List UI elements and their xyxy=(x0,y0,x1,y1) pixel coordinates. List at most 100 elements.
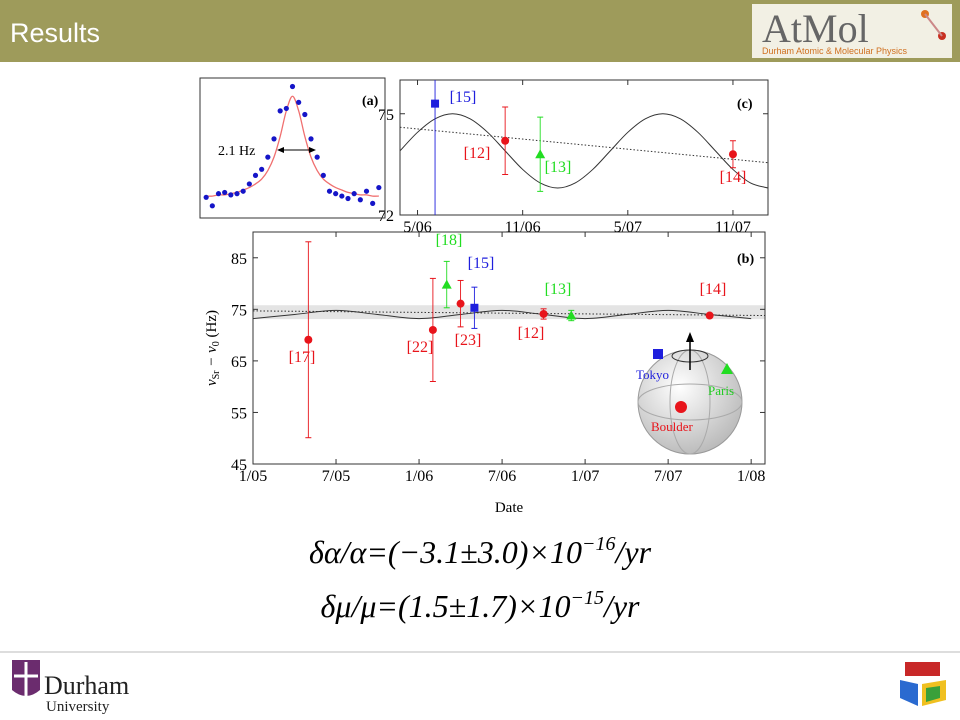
panel-label: (b) xyxy=(737,252,754,267)
data-point xyxy=(441,279,452,289)
data-point xyxy=(304,335,313,344)
data-point xyxy=(252,172,259,178)
equation: δμ/μ=(1.5±1.7)×10−15/yr xyxy=(321,587,641,624)
panel-label: (a) xyxy=(362,94,379,109)
x-tick-label: 7/07 xyxy=(654,468,682,485)
equation-part: /yr xyxy=(613,534,651,570)
y-title-part: − ν xyxy=(204,346,220,371)
sine-fit xyxy=(400,113,768,189)
data-point xyxy=(705,311,714,320)
globe-line xyxy=(637,383,743,421)
trend-line xyxy=(253,310,765,317)
panel-label: (c) xyxy=(737,97,753,112)
point-label: [18] xyxy=(436,232,463,249)
data-point xyxy=(259,166,265,172)
y-tick-label: 75 xyxy=(231,302,247,319)
equation-part: δμ/μ=(1.5±1.7)×10 xyxy=(321,588,571,624)
point-label: [13] xyxy=(545,281,572,298)
data-point xyxy=(428,325,437,334)
point-label: [15] xyxy=(450,89,477,106)
logo-shape xyxy=(926,686,940,702)
data-point xyxy=(566,310,577,320)
x-tick-label: 11/06 xyxy=(505,219,541,236)
x-tick-label: 1/05 xyxy=(239,468,267,485)
data-point xyxy=(277,108,283,114)
data-point xyxy=(345,195,351,202)
y-title-part: Sr xyxy=(211,370,222,380)
footer-logo xyxy=(900,662,946,706)
data-point xyxy=(539,309,548,318)
logo-shape xyxy=(905,662,940,676)
point-label: [23] xyxy=(455,332,482,349)
tokyo-marker xyxy=(653,349,663,359)
x-axis-title: Date xyxy=(495,500,524,516)
annotation-arrow xyxy=(277,147,316,153)
data-point xyxy=(265,154,271,160)
y-tick-label: 75 xyxy=(378,107,394,124)
university-name: Durham xyxy=(44,671,129,700)
data-point xyxy=(271,136,277,142)
x-tick-label: 1/07 xyxy=(571,468,599,485)
data-point xyxy=(308,136,314,142)
data-point xyxy=(246,181,252,187)
data-point xyxy=(376,184,382,191)
data-point xyxy=(222,189,228,196)
plot-frame xyxy=(199,77,386,219)
data-point xyxy=(431,99,440,108)
logo-shape xyxy=(900,680,918,706)
trend-line xyxy=(400,126,768,164)
axis-arrowhead xyxy=(686,332,694,342)
equation-part: −15 xyxy=(570,587,604,609)
y-tick-label: 65 xyxy=(231,354,247,371)
data-point xyxy=(296,99,302,105)
data-point xyxy=(363,188,370,194)
point-label: [22] xyxy=(407,339,434,356)
data-point xyxy=(234,191,240,197)
inset-label: Paris xyxy=(708,383,734,398)
plot-background xyxy=(400,80,768,215)
data-point xyxy=(535,149,546,159)
annotation: 2.1 Hz xyxy=(218,144,255,159)
sine-fit xyxy=(253,309,752,320)
inset-label: Tokyo xyxy=(636,367,669,382)
x-tick-label: 7/05 xyxy=(322,468,350,485)
data-point xyxy=(215,191,222,197)
point-label: [12] xyxy=(464,145,491,162)
data-point xyxy=(370,200,376,206)
data-point xyxy=(351,191,357,197)
y-title-part: ν xyxy=(204,379,220,386)
logo-bond xyxy=(924,13,943,37)
data-point xyxy=(320,172,326,178)
university-name: University xyxy=(46,699,110,715)
data-point xyxy=(228,192,234,198)
x-tick-label: 11/07 xyxy=(715,219,751,236)
point-label: [15] xyxy=(468,255,495,272)
equation-part: −16 xyxy=(582,533,616,555)
equation-part: δα/α=(−3.1±3.0)×10 xyxy=(309,534,582,570)
inset-label: Boulder xyxy=(651,419,694,434)
data-point xyxy=(289,83,296,90)
y-axis-title: νSr − ν0 (Hz) xyxy=(204,310,222,386)
data-point xyxy=(501,136,510,145)
y-title-part: 0 xyxy=(211,341,222,346)
paris-marker xyxy=(721,363,733,374)
globe-inset: Tokyo Paris Boulder xyxy=(636,332,743,455)
point-label: [12] xyxy=(518,325,545,342)
logo-box xyxy=(752,4,952,58)
point-label: [13] xyxy=(545,159,572,176)
data-point xyxy=(209,203,215,209)
logo: AtMol xyxy=(762,6,869,51)
data-point xyxy=(470,303,479,312)
y-tick-label: 55 xyxy=(231,405,247,422)
plot-frame xyxy=(252,231,766,465)
x-tick-label: 1/06 xyxy=(405,468,433,485)
slide-title: Results xyxy=(10,18,100,48)
y-title-part: (Hz) xyxy=(204,310,220,341)
uncertainty-band xyxy=(253,305,765,320)
boulder-marker xyxy=(675,401,687,413)
equation: δα/α=(−3.1±3.0)×10−16/yr xyxy=(309,533,652,570)
data-point xyxy=(456,299,465,308)
data-point xyxy=(203,194,209,200)
data-point xyxy=(357,197,363,203)
